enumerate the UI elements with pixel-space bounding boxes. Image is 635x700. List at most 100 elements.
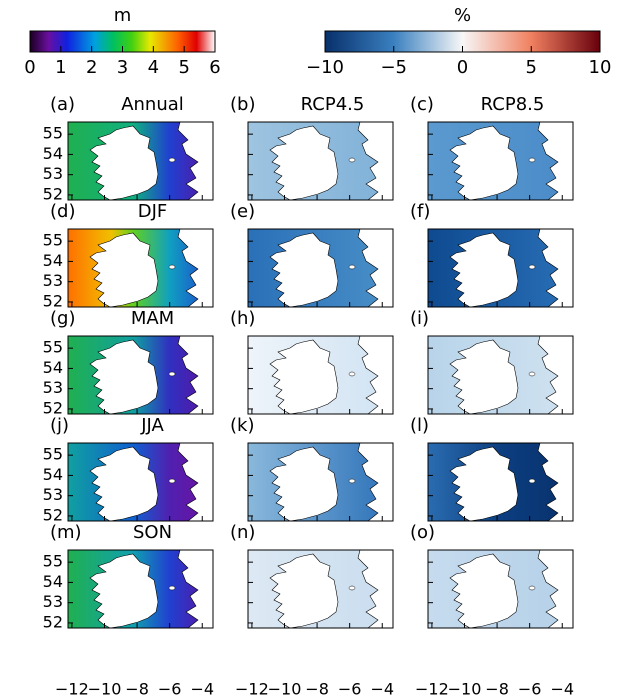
map-frame xyxy=(67,549,214,629)
colorbar-tick-label: 5 xyxy=(526,57,537,78)
y-tick-label: 52 xyxy=(43,398,63,417)
panel-label: (l) xyxy=(410,415,429,436)
x-tick-label: −4 xyxy=(370,680,394,699)
x-tick-label: −8 xyxy=(485,680,509,699)
y-tick-label: 53 xyxy=(43,592,63,611)
colorbar-tick-label: 4 xyxy=(148,57,159,78)
panel-label: (b) xyxy=(230,94,255,115)
x-tick-label: −4 xyxy=(190,680,214,699)
panel-label: (j) xyxy=(50,415,69,436)
y-tick-label: 53 xyxy=(43,164,63,183)
map-panel: (o) −12−10 −8 −6 −4 xyxy=(410,522,574,699)
y-tick-label: 55 xyxy=(43,124,63,143)
x-tick-label: −6 xyxy=(518,680,542,699)
x-tick-label: −8 xyxy=(125,680,149,699)
y-tick-label: 54 xyxy=(43,251,63,270)
map-frame xyxy=(247,228,394,308)
x-tick-label: −12 xyxy=(55,680,89,699)
y-tick-label: 53 xyxy=(43,485,63,504)
colorbar-tick-label: −10 xyxy=(306,57,344,78)
x-tick-label: −6 xyxy=(338,680,362,699)
colorbar-tick-label: 0 xyxy=(457,57,468,78)
map-frame xyxy=(67,228,214,308)
x-tick-label: −10 xyxy=(88,680,122,699)
y-tick-label: 52 xyxy=(43,505,63,524)
map-panel: (c) RCP8.5 xyxy=(410,94,574,201)
map-panel: (i) xyxy=(410,308,574,415)
panel-title: MAM xyxy=(131,308,174,329)
map-panel: (k) xyxy=(230,415,394,522)
y-tick-label: 54 xyxy=(43,144,63,163)
map-frame xyxy=(427,335,574,415)
panel-title: JJA xyxy=(140,415,164,436)
map-frame xyxy=(247,335,394,415)
map-panel: (b) RCP4.5 xyxy=(230,94,394,201)
y-tick-label: 53 xyxy=(43,378,63,397)
colorbar-tick-label: 5 xyxy=(178,57,189,78)
map-panel: (e) xyxy=(230,201,394,308)
panel-title: RCP4.5 xyxy=(301,94,365,115)
x-tick-label: −6 xyxy=(158,680,182,699)
map-frame xyxy=(247,549,394,629)
panel-label: (o) xyxy=(410,522,435,543)
panel-title: SON xyxy=(133,522,172,543)
y-tick-label: 52 xyxy=(43,612,63,631)
panel-title: Annual xyxy=(121,94,184,115)
map-frame xyxy=(427,121,574,201)
panel-label: (g) xyxy=(50,308,75,329)
panel-label: (a) xyxy=(50,94,75,115)
y-tick-label: 55 xyxy=(43,231,63,250)
map-panel: (n) −12−10 −8 −6 −4 xyxy=(230,522,394,699)
colorbar-tick-label: −5 xyxy=(380,57,407,78)
colorbar-tick-label: 1 xyxy=(55,57,66,78)
map-frame xyxy=(427,228,574,308)
panel-label: (h) xyxy=(230,308,255,329)
colorbar-label: m xyxy=(114,5,132,26)
map-frame xyxy=(427,442,574,522)
y-tick-label: 54 xyxy=(43,572,63,591)
x-tick-label: −10 xyxy=(268,680,302,699)
colorbar-tick-label: 3 xyxy=(117,57,128,78)
map-frame xyxy=(247,442,394,522)
map-panel: (h) xyxy=(230,308,394,415)
x-tick-label: −12 xyxy=(415,680,449,699)
map-frame xyxy=(247,121,394,201)
y-tick-label: 52 xyxy=(43,184,63,203)
y-tick-label: 53 xyxy=(43,271,63,290)
y-tick-label: 54 xyxy=(43,358,63,377)
panel-label: (f) xyxy=(410,201,430,222)
map-frame xyxy=(67,121,214,201)
y-tick-label: 52 xyxy=(43,291,63,310)
y-tick-label: 54 xyxy=(43,465,63,484)
panel-label: (d) xyxy=(50,201,75,222)
map-frame xyxy=(427,549,574,629)
panel-label: (n) xyxy=(230,522,255,543)
map-frame xyxy=(67,335,214,415)
colorbar-tick-label: 2 xyxy=(86,57,97,78)
panel-label: (e) xyxy=(230,201,255,222)
colorbar-tick-label: 0 xyxy=(24,57,35,78)
panel-label: (c) xyxy=(410,94,434,115)
panel-label: (k) xyxy=(230,415,254,436)
y-tick-label: 55 xyxy=(43,338,63,357)
panel-label: (m) xyxy=(50,522,82,543)
panel-label: (i) xyxy=(410,308,429,329)
colorbar-tick-label: 6 xyxy=(209,57,220,78)
y-tick-label: 55 xyxy=(43,445,63,464)
x-tick-label: −12 xyxy=(235,680,269,699)
map-panel: (f) xyxy=(410,201,574,308)
panel-title: DJF xyxy=(138,201,168,222)
y-tick-label: 55 xyxy=(43,552,63,571)
x-tick-label: −10 xyxy=(448,680,482,699)
map-panel: (l) xyxy=(410,415,574,522)
colorbar-label: % xyxy=(454,5,471,26)
panel-title: RCP8.5 xyxy=(481,94,545,115)
map-frame xyxy=(67,442,214,522)
x-tick-label: −4 xyxy=(550,680,574,699)
